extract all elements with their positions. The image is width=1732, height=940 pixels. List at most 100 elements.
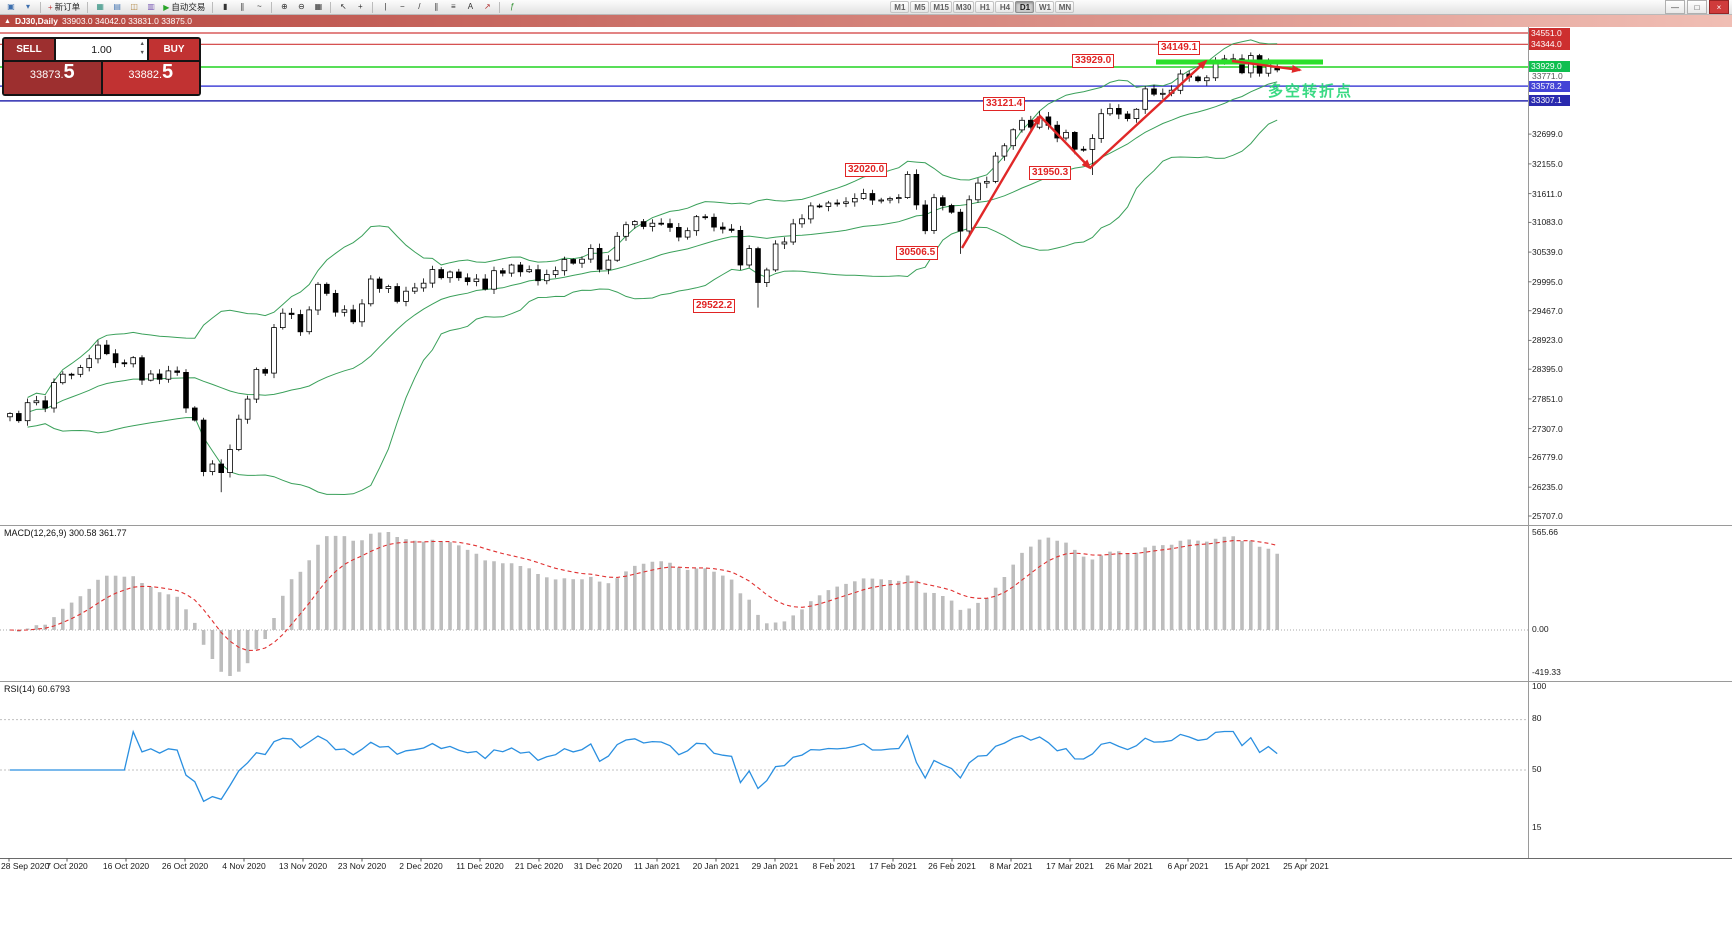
tile-windows-icon[interactable]: ▦ [310, 1, 326, 13]
data-window-icon[interactable]: ▤ [109, 1, 125, 13]
volume-value: 1.00 [91, 43, 112, 56]
maximize-button[interactable]: □ [1687, 0, 1707, 14]
market-watch-icon[interactable]: ▦ [92, 1, 108, 13]
price-annotation[interactable]: 32020.0 [845, 163, 888, 177]
crosshair-icon-glyph: + [358, 2, 363, 11]
cursor-icon[interactable]: ↖ [335, 1, 351, 13]
vertical-line-icon-glyph: | [384, 2, 387, 11]
toolbar-separator [271, 1, 273, 13]
timeframe-h1[interactable]: H1 [975, 1, 995, 13]
navigator-icon-glyph: ◫ [130, 2, 138, 11]
fibonacci-icon[interactable]: ≡ [445, 1, 461, 13]
timeframe-m1[interactable]: M1 [890, 1, 910, 13]
price-annotation[interactable]: 29522.2 [693, 299, 736, 313]
sell-button[interactable]: SELL [4, 39, 54, 60]
timeframe-m15[interactable]: M15 [930, 1, 952, 13]
arrows-tool-icon[interactable]: ↗ [479, 1, 495, 13]
new-order-glyph: + [48, 2, 53, 12]
channel-icon[interactable]: ∥ [428, 1, 444, 13]
one-click-trading-panel: SELL 1.00 ▲ ▼ BUY 33873. 5 33882. 5 [2, 37, 201, 96]
sell-price[interactable]: 33873. 5 [4, 62, 101, 94]
trendline-icon-glyph: / [418, 2, 421, 11]
chart-titlebar[interactable]: ▲ DJ30,Daily 33903.0 34042.0 33831.0 338… [0, 15, 1732, 27]
bollinger-upper-band [27, 39, 1278, 398]
price-annotation[interactable]: 33929.0 [1072, 54, 1115, 68]
turning-point-note: 多空转折点 [1268, 83, 1354, 100]
crosshair-icon[interactable]: + [352, 1, 368, 13]
text-tool-icon-glyph: A [467, 2, 474, 11]
bollinger-bands [27, 39, 1278, 496]
macd-indicator-label: MACD(12,26,9) 300.58 361.77 [4, 528, 127, 538]
buy-price[interactable]: 33882. 5 [102, 61, 199, 94]
chart-title-ohlc: 33903.0 34042.0 33831.0 33875.0 [61, 16, 192, 26]
buy-button[interactable]: BUY [149, 39, 199, 60]
timeframe-h4[interactable]: H4 [995, 1, 1015, 13]
sell-price-pip: 5 [63, 61, 75, 83]
vertical-line-icon[interactable]: | [377, 1, 393, 13]
price-annotation[interactable]: 30506.5 [896, 246, 939, 260]
cursor-icon-glyph: ↖ [340, 2, 347, 11]
volume-input[interactable]: 1.00 ▲ ▼ [56, 39, 147, 60]
navigator-icon[interactable]: ◫ [126, 1, 142, 13]
horizontal-level-lines [0, 32, 1528, 102]
trend-arrow [960, 114, 1042, 249]
price-annotation[interactable]: 33121.4 [983, 97, 1026, 111]
bar-chart-icon[interactable]: ∥ [234, 1, 250, 13]
text-tool-icon[interactable]: A [462, 1, 478, 13]
timeframe-toolbar: M1 M5 M15 M30 H1 H4 D1 W1 MN [890, 1, 1075, 13]
indicators-icon[interactable]: ƒ [504, 1, 520, 13]
macd-histogram [16, 532, 1279, 676]
buy-price-main: 33882. [128, 69, 163, 81]
terminal-icon[interactable]: ▥ [143, 1, 159, 13]
new-chart-icon-glyph: ▣ [7, 2, 15, 11]
bar-chart-icon-glyph: ∥ [240, 2, 245, 11]
minimize-button[interactable]: — [1665, 0, 1685, 14]
indicators-icon-glyph: ƒ [510, 2, 515, 11]
price-annotation[interactable]: 34149.1 [1158, 41, 1201, 55]
price-annotation[interactable]: 31950.3 [1029, 166, 1072, 180]
new-order-button[interactable]: + 新订单 [45, 1, 83, 13]
autotrading-button[interactable]: ▶ 自动交易 [160, 1, 208, 13]
trend-arrow [1231, 59, 1302, 73]
timeframe-w1[interactable]: W1 [1035, 1, 1055, 13]
trend-arrows [960, 59, 1302, 249]
bollinger-lower-band [27, 119, 1278, 496]
timeframe-m5[interactable]: M5 [910, 1, 930, 13]
macd-signal-line [9, 540, 1278, 652]
candlestick-chart-icon-glyph: ▮ [223, 2, 228, 11]
bollinger-middle-band [27, 81, 1278, 413]
panel-frames [0, 26, 1732, 859]
horizontal-line-icon-glyph: − [400, 2, 405, 11]
volume-down-icon[interactable]: ▼ [139, 49, 145, 56]
timeframe-mn[interactable]: MN [1055, 1, 1075, 13]
autotrading-glyph: ▶ [163, 2, 170, 12]
line-chart-icon[interactable]: ~ [251, 1, 267, 13]
trendline-icon[interactable]: / [411, 1, 427, 13]
arrows-tool-icon-glyph: ↗ [484, 2, 491, 11]
toolbar-separator [40, 1, 41, 13]
zoom-out-icon[interactable]: ⊖ [293, 1, 309, 13]
terminal-icon-glyph: ▥ [147, 2, 155, 11]
trend-arrow [1039, 115, 1092, 170]
rsi-indicator-label: RSI(14) 60.6793 [4, 684, 71, 694]
toolbar-icons: ▣ ▾ + 新订单 ▦ ▤ ◫ ▥ ▶ 自动交易 ▮ ∥ ~ ⊕ ⊖ ▦ ↖ + | − / ∥ ≡ A ↗ ƒ [3, 1, 520, 13]
volume-up-icon[interactable]: ▲ [139, 40, 145, 47]
chart-list-icon[interactable]: ▾ [20, 1, 36, 13]
new-order-button-label: 新订单 [54, 2, 81, 12]
main-toolbar: ▣ ▾ + 新订单 ▦ ▤ ◫ ▥ ▶ 自动交易 ▮ ∥ ~ ⊕ ⊖ ▦ ↖ + | − / ∥ ≡ A ↗ ƒ M1 M5 M15 M… [0, 0, 1732, 15]
market-watch-icon-glyph: ▦ [96, 2, 104, 11]
timeframe-d1[interactable]: D1 [1015, 1, 1035, 13]
zoom-in-icon[interactable]: ⊕ [276, 1, 292, 13]
horizontal-line-icon[interactable]: − [394, 1, 410, 13]
timeframe-m30[interactable]: M30 [952, 1, 975, 13]
volume-spinner[interactable]: ▲ ▼ [140, 40, 145, 58]
candlestick-chart-icon[interactable]: ▮ [217, 1, 233, 13]
buy-price-pip: 5 [162, 61, 174, 83]
new-chart-icon[interactable]: ▣ [3, 1, 19, 13]
sell-price-main: 33873. [29, 69, 64, 81]
toolbar-separator [87, 1, 89, 13]
rsi-line [10, 729, 1278, 803]
close-button[interactable]: × [1709, 0, 1729, 14]
chart-title-symbol: DJ30,Daily [14, 16, 58, 26]
